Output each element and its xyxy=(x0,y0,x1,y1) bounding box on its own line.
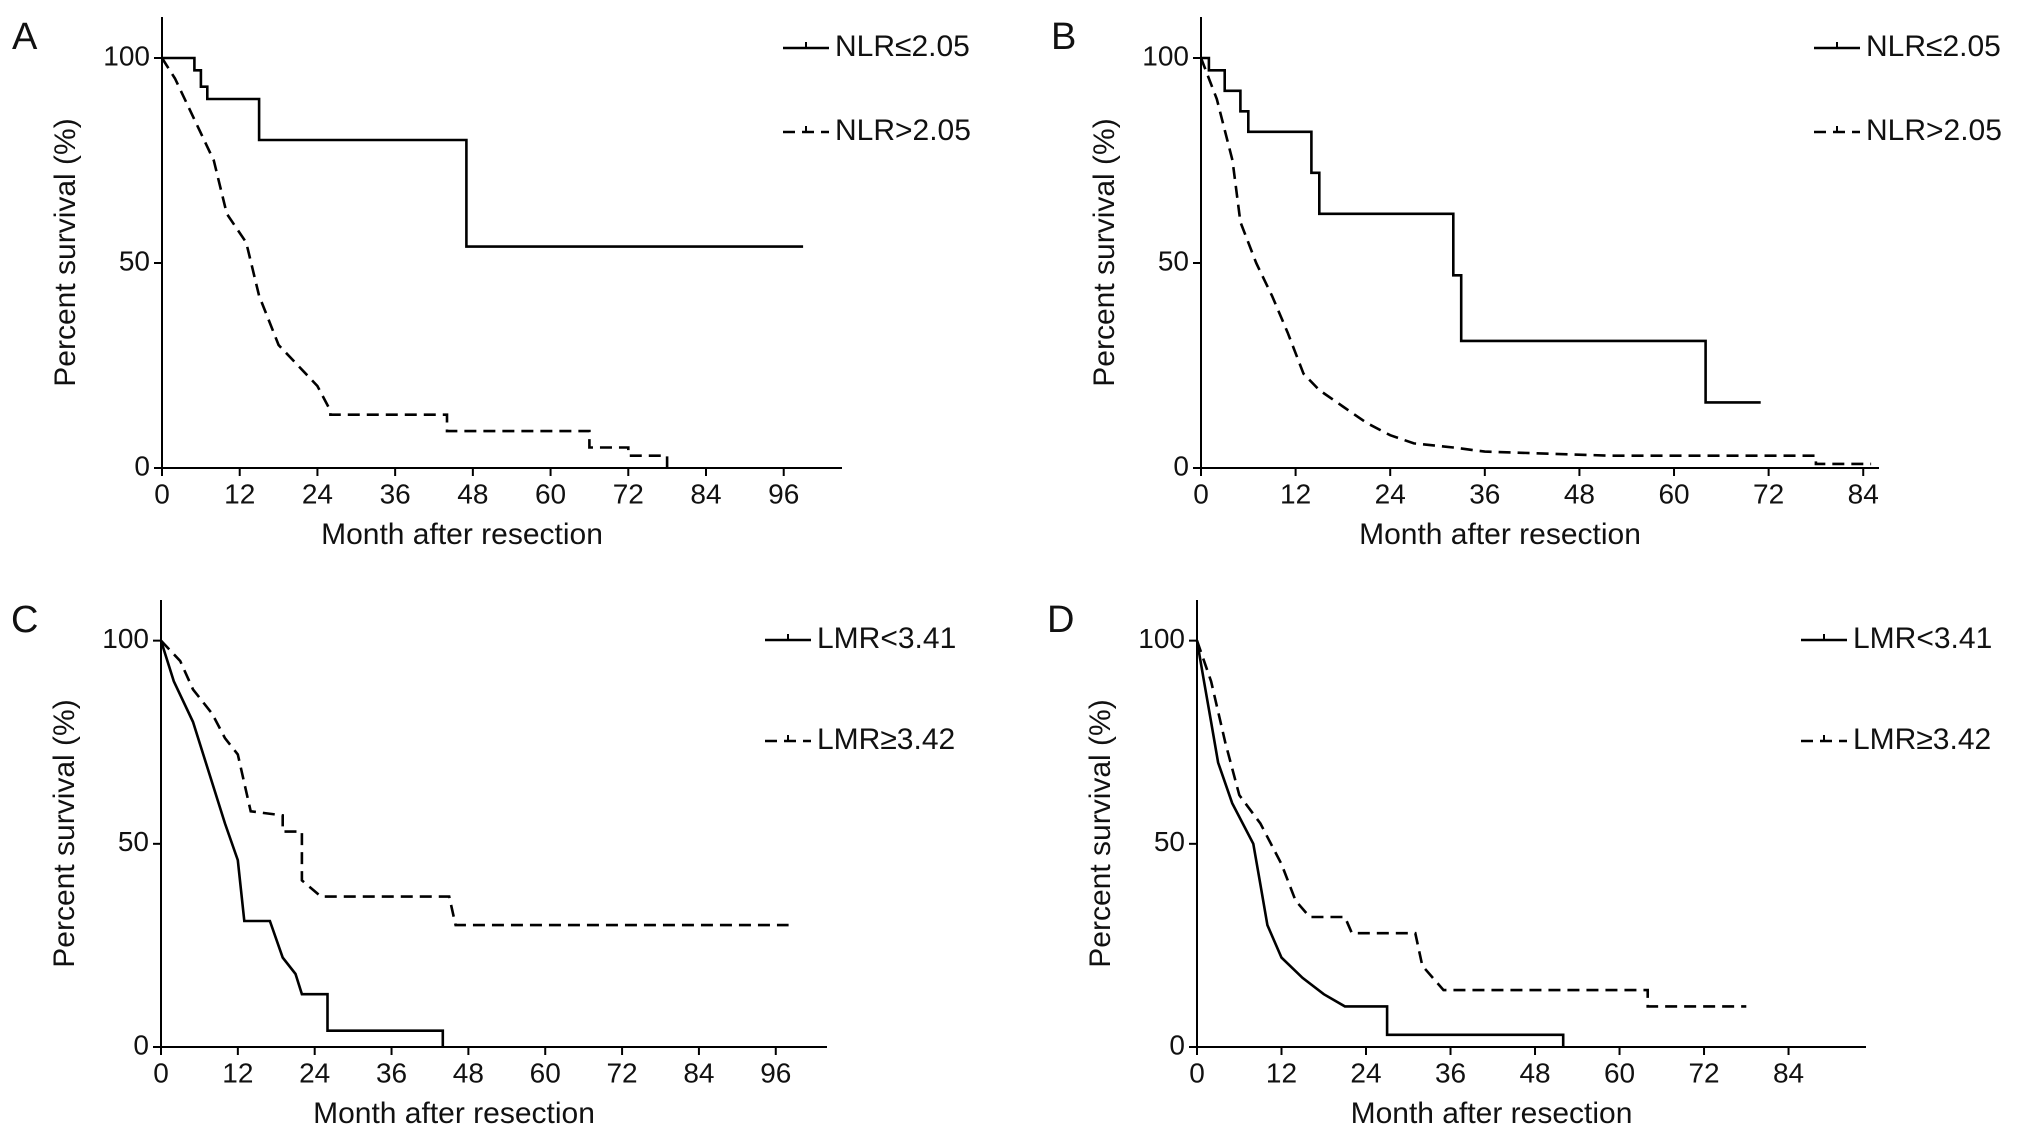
y-axis-label: Percent survival (%) xyxy=(49,118,82,386)
x-tick-label: 12 xyxy=(222,1057,253,1088)
y-tick-label: 50 xyxy=(118,826,149,857)
y-tick-label: 0 xyxy=(1169,1029,1185,1060)
y-tick-label: 100 xyxy=(102,623,149,654)
x-tick-label: 48 xyxy=(457,478,488,509)
x-tick-label: 84 xyxy=(1848,478,1879,509)
y-tick-label: 100 xyxy=(1142,40,1189,71)
x-tick-label: 12 xyxy=(224,478,255,509)
legend-label: LMR<3.41 xyxy=(1853,622,1992,655)
y-tick-label: 50 xyxy=(1154,826,1185,857)
x-tick-label: 60 xyxy=(535,478,566,509)
x-tick-label: 24 xyxy=(1375,478,1406,509)
survival-curve xyxy=(1195,640,1565,1047)
y-tick-label: 50 xyxy=(119,245,150,276)
survival-curve xyxy=(160,57,669,468)
x-axis-label: Month after resection xyxy=(321,518,603,551)
x-tick-label: 72 xyxy=(1753,478,1784,509)
x-tick-label: 24 xyxy=(299,1057,330,1088)
x-tick-label: 24 xyxy=(302,478,333,509)
y-tick-label: 0 xyxy=(134,450,150,481)
y-tick-label: 50 xyxy=(1158,245,1189,276)
legend-label: NLR>2.05 xyxy=(835,114,971,147)
x-tick-label: 0 xyxy=(154,478,170,509)
x-tick-label: 84 xyxy=(1773,1057,1804,1088)
x-tick-label: 60 xyxy=(1658,478,1689,509)
x-tick-label: 84 xyxy=(683,1057,714,1088)
x-tick-label: 12 xyxy=(1266,1057,1297,1088)
x-tick-label: 84 xyxy=(690,478,721,509)
x-tick-label: 48 xyxy=(1519,1057,1550,1088)
panel-label: C xyxy=(11,599,38,641)
y-tick-label: 0 xyxy=(1173,450,1189,481)
y-axis-label: Percent survival (%) xyxy=(1084,699,1117,967)
x-axis-label: Month after resection xyxy=(313,1097,595,1130)
y-axis-label: Percent survival (%) xyxy=(48,699,81,967)
y-tick-label: 100 xyxy=(1138,623,1185,654)
legend-label: NLR≤2.05 xyxy=(1866,30,2001,63)
y-tick-label: 100 xyxy=(103,40,150,71)
x-tick-label: 60 xyxy=(1604,1057,1635,1088)
x-tick-label: 48 xyxy=(1564,478,1595,509)
panel-label: D xyxy=(1047,599,1074,641)
survival-curve xyxy=(1201,56,1761,404)
x-tick-label: 60 xyxy=(530,1057,561,1088)
x-axis-label: Month after resection xyxy=(1359,518,1641,551)
panel-label: B xyxy=(1051,16,1076,58)
x-tick-label: 36 xyxy=(380,478,411,509)
survival-curve xyxy=(162,56,804,248)
legend-label: LMR≥3.42 xyxy=(1853,723,1991,756)
x-tick-label: 0 xyxy=(1189,1057,1205,1088)
legend-label: LMR≥3.42 xyxy=(817,723,955,756)
x-tick-label: 0 xyxy=(153,1057,169,1088)
x-axis-label: Month after resection xyxy=(1351,1097,1633,1130)
x-tick-label: 72 xyxy=(613,478,644,509)
y-axis-label: Percent survival (%) xyxy=(1088,118,1121,386)
x-tick-label: 36 xyxy=(1469,478,1500,509)
x-tick-label: 72 xyxy=(606,1057,637,1088)
x-tick-label: 12 xyxy=(1280,478,1311,509)
x-tick-label: 96 xyxy=(760,1057,791,1088)
legend-label: NLR≤2.05 xyxy=(835,30,970,63)
x-tick-label: 36 xyxy=(376,1057,407,1088)
x-tick-label: 36 xyxy=(1435,1057,1466,1088)
survival-curve xyxy=(159,640,445,1047)
survival-curve xyxy=(160,639,789,927)
legend-label: NLR>2.05 xyxy=(1866,114,2002,147)
x-tick-label: 0 xyxy=(1193,478,1209,509)
x-tick-label: 24 xyxy=(1350,1057,1381,1088)
x-tick-label: 96 xyxy=(768,478,799,509)
y-tick-label: 0 xyxy=(133,1029,149,1060)
panel-label: A xyxy=(12,16,38,58)
legend-label: LMR<3.41 xyxy=(817,622,956,655)
x-tick-label: 48 xyxy=(453,1057,484,1088)
x-tick-label: 72 xyxy=(1688,1057,1719,1088)
survival-curve xyxy=(1199,57,1872,466)
